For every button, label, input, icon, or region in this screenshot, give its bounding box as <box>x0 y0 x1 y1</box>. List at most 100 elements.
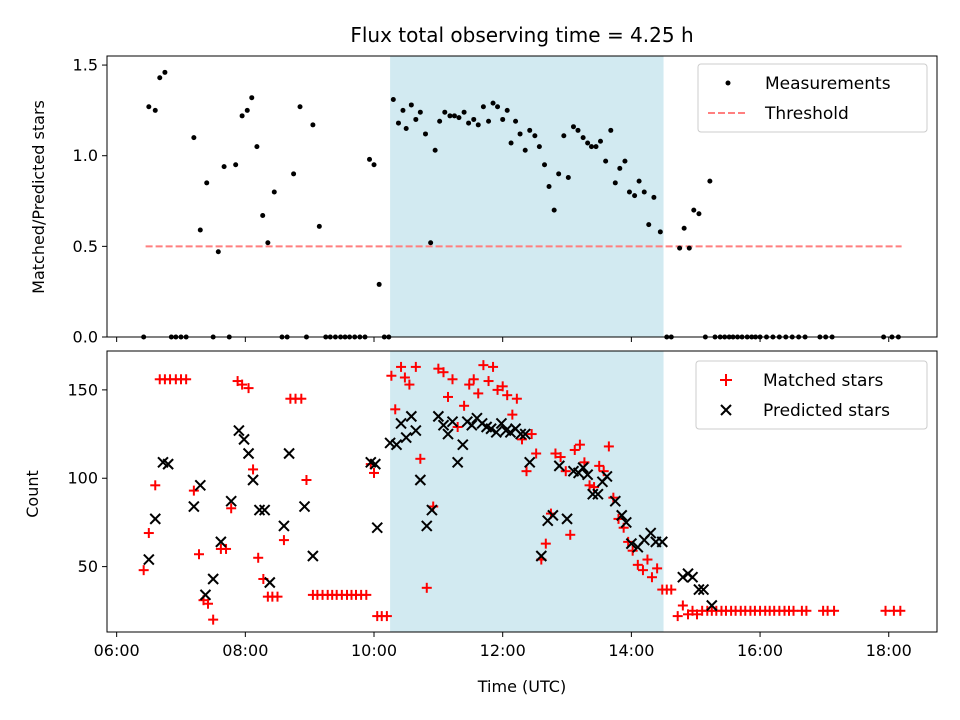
x-tick-label: 06:00 <box>94 641 140 660</box>
y-tick-label: 100 <box>67 469 98 488</box>
matched-star-point <box>492 384 503 395</box>
matched-star-point <box>194 549 205 560</box>
measurement-point <box>588 144 594 150</box>
predicted-star-point <box>535 550 548 562</box>
matched-star-point <box>801 605 812 616</box>
predicted-star-point <box>149 513 161 525</box>
matched-star-point <box>301 475 312 486</box>
predicted-stars-points <box>143 410 718 612</box>
measurement-point <box>632 193 638 199</box>
predicted-star-point <box>369 458 382 470</box>
observing-span <box>390 56 664 337</box>
predicted-star-point <box>490 426 502 439</box>
matched-star-point <box>381 611 392 622</box>
measurement-point <box>597 138 603 144</box>
predicted-star-point <box>215 536 227 548</box>
predicted-star-point <box>616 509 628 522</box>
measurement-point <box>221 164 227 170</box>
measurement-point <box>696 211 702 217</box>
chart-title: Flux total observing time = 4.25 h <box>350 23 693 47</box>
predicted-star-point <box>278 520 290 532</box>
matched-star-point <box>447 374 458 385</box>
predicted-star-point <box>143 553 155 566</box>
predicted-star-point <box>395 417 407 430</box>
predicted-star-point <box>188 500 200 513</box>
predicted-star-point <box>432 410 445 423</box>
ratio-legend-frame <box>697 63 928 133</box>
matched-star-point <box>526 429 537 440</box>
predicted-star-point <box>547 509 559 522</box>
measurement-point <box>471 116 477 122</box>
measurement-point <box>260 213 266 219</box>
measurement-point <box>517 131 523 137</box>
predicted-star-point <box>451 456 464 469</box>
measurement-point <box>561 133 567 139</box>
matched-star-point <box>404 379 415 390</box>
predicted-star-point <box>601 470 613 483</box>
measurement-point <box>146 104 152 110</box>
measurement-point <box>513 118 519 124</box>
predicted-star-point <box>446 415 459 428</box>
predicted-star-point <box>371 522 383 534</box>
matched-star-point <box>502 390 513 401</box>
predicted-star-point <box>283 447 295 460</box>
predicted-star-point <box>686 571 699 583</box>
predicted-star-point <box>207 573 219 585</box>
y-tick-label: 1.5 <box>73 56 98 75</box>
ratio-panel: 0.0 0.5 1.0 1.5 Matched/Predicted stars Mea… <box>29 55 938 347</box>
x-tick-label: 08:00 <box>222 641 268 660</box>
matched-star-point <box>497 381 508 392</box>
measurement-point <box>265 240 271 246</box>
predicted-star-point <box>199 589 212 601</box>
matched-star-point <box>278 535 289 546</box>
predicted-star-point <box>247 474 259 486</box>
matched-star-point <box>386 370 397 381</box>
measurement-point <box>400 107 406 113</box>
measurement-point <box>475 122 481 128</box>
matched-star-point <box>248 464 259 475</box>
observing-span <box>390 351 664 632</box>
predicted-star-point <box>693 583 705 596</box>
y-tick-label: 0.0 <box>73 328 98 347</box>
measurement-point <box>461 109 467 115</box>
matched-star-point <box>895 605 906 616</box>
matched-star-point <box>594 460 605 471</box>
measurement-point <box>646 222 652 228</box>
measurement-point <box>428 240 434 246</box>
predicted-star-point <box>194 479 207 492</box>
count-legend: Matched stars Predicted stars <box>695 360 928 430</box>
matched-star-point <box>574 439 585 450</box>
predicted-star-point <box>258 504 271 516</box>
measurement-point <box>395 120 401 126</box>
predicted-star-point <box>524 456 536 469</box>
measurement-point <box>310 122 316 128</box>
x-tick-label: 18:00 <box>866 641 912 660</box>
y-tick-label: 0.5 <box>73 237 98 256</box>
matched-star-point <box>565 529 576 540</box>
measurement-point <box>532 133 538 139</box>
ratio-x-ticks <box>116 337 890 342</box>
predicted-star-point <box>384 437 396 449</box>
matched-star-point <box>150 480 161 491</box>
matched-star-point <box>464 379 475 390</box>
predicted-star-point <box>414 474 427 486</box>
measurement-point <box>254 144 260 150</box>
x-tick-label: 16:00 <box>737 641 783 660</box>
measurement-point <box>617 165 623 171</box>
measurement-point <box>316 223 322 229</box>
legend-predicted-marker <box>720 404 732 416</box>
measurement-point <box>508 140 514 146</box>
measurement-point <box>204 180 210 186</box>
predicted-star-point <box>644 527 657 539</box>
measurement-point <box>546 184 552 190</box>
measurement-point <box>271 189 277 195</box>
matched-star-point <box>507 409 518 420</box>
measurement-points <box>141 69 901 340</box>
predicted-star-point <box>242 447 255 460</box>
measurement-point <box>575 127 581 133</box>
predicted-star-point <box>592 488 604 500</box>
x-tick-label: 12:00 <box>480 641 526 660</box>
measurement-point <box>413 116 419 122</box>
count-panel: 50 100 150 06:00 08:00 10:00 12:00 14:00 16:00 1… <box>23 350 938 696</box>
